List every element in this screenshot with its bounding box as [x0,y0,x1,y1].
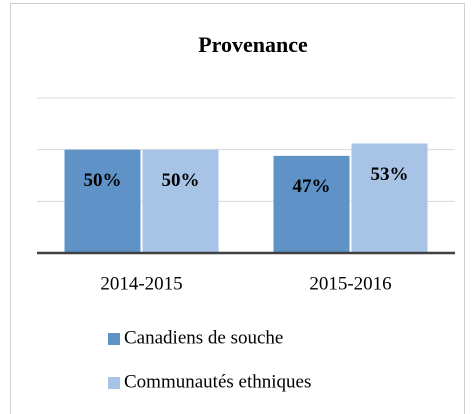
x-tick-label: 2015-2016 [309,273,391,294]
legend-swatch [108,377,120,389]
bar [64,149,141,253]
legend-swatch [108,333,120,345]
legend-label: Communautés ethniques [124,371,311,392]
bar [142,149,219,253]
data-label: 47% [293,176,331,197]
data-label: 53% [371,164,409,185]
legend-label: Canadiens de souche [124,327,283,348]
x-tick-label: 2014-2015 [100,273,182,294]
bar [273,155,350,253]
data-label: 50% [84,170,122,191]
data-label: 50% [162,170,200,191]
bar [351,143,428,253]
chart-title: Provenance [198,32,308,57]
